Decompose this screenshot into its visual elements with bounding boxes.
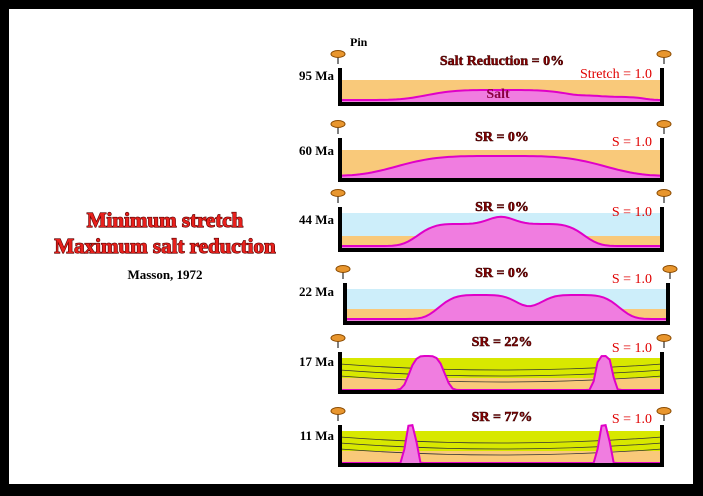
salt-reduction-label: SR = 0% xyxy=(475,266,529,281)
pin-head xyxy=(330,50,346,58)
stretch-label: Stretch = 1.0 xyxy=(580,67,652,82)
salt-reduction-label: SR = 77% xyxy=(472,410,533,425)
pin-head xyxy=(656,189,672,197)
panels: 95 Ma Salt Reduction = 0% Stretch = 1.0 60 … xyxy=(299,50,678,467)
pin-head xyxy=(330,120,346,128)
title-line: Maximum salt reduction xyxy=(54,234,276,258)
age-label: 95 Ma xyxy=(299,68,335,83)
age-label: 22 Ma xyxy=(299,284,335,299)
salt xyxy=(344,294,669,324)
basin-wall xyxy=(343,283,670,325)
pin-head xyxy=(330,334,346,342)
title-line: Minimum stretch xyxy=(87,208,244,232)
stretch-label: S = 1.0 xyxy=(612,412,652,427)
basin-wall xyxy=(338,68,664,106)
age-label: 11 Ma xyxy=(300,428,335,443)
basin-wall xyxy=(338,352,664,394)
salt-label: Salt xyxy=(486,87,510,102)
basin-wall xyxy=(338,138,664,182)
pin-head xyxy=(656,50,672,58)
salt-reduction-label: SR = 0% xyxy=(475,200,529,215)
pin-label: Pin xyxy=(350,35,368,49)
age-label: 60 Ma xyxy=(299,143,335,158)
layer-line xyxy=(339,375,663,383)
basin-wall xyxy=(338,425,664,467)
layer-line xyxy=(339,448,663,456)
pin-head xyxy=(330,407,346,415)
stretch-label: S = 1.0 xyxy=(612,341,652,356)
layer-line xyxy=(339,369,663,377)
pin-head xyxy=(656,334,672,342)
layer-line xyxy=(339,442,663,450)
pin-head xyxy=(656,407,672,415)
stretch-label: S = 1.0 xyxy=(612,205,652,220)
citation: Masson, 1972 xyxy=(127,267,202,282)
stretch-label: S = 1.0 xyxy=(612,135,652,150)
layer-line xyxy=(339,436,663,444)
basin-wall xyxy=(338,207,664,252)
age-label: 44 Ma xyxy=(299,212,335,227)
salt xyxy=(339,155,663,181)
pin-head xyxy=(662,265,678,273)
salt xyxy=(339,215,663,251)
pin-head xyxy=(335,265,351,273)
salt-reduction-label: SR = 22% xyxy=(472,335,533,350)
salt xyxy=(339,89,663,105)
stretch-label: S = 1.0 xyxy=(612,272,652,287)
age-label: 17 Ma xyxy=(299,354,335,369)
salt-reduction-label: Salt Reduction = 0% xyxy=(440,54,564,69)
pin-head xyxy=(656,120,672,128)
pin-head xyxy=(330,189,346,197)
layer-line xyxy=(339,363,663,371)
salt-reduction-label: SR = 0% xyxy=(475,130,529,145)
